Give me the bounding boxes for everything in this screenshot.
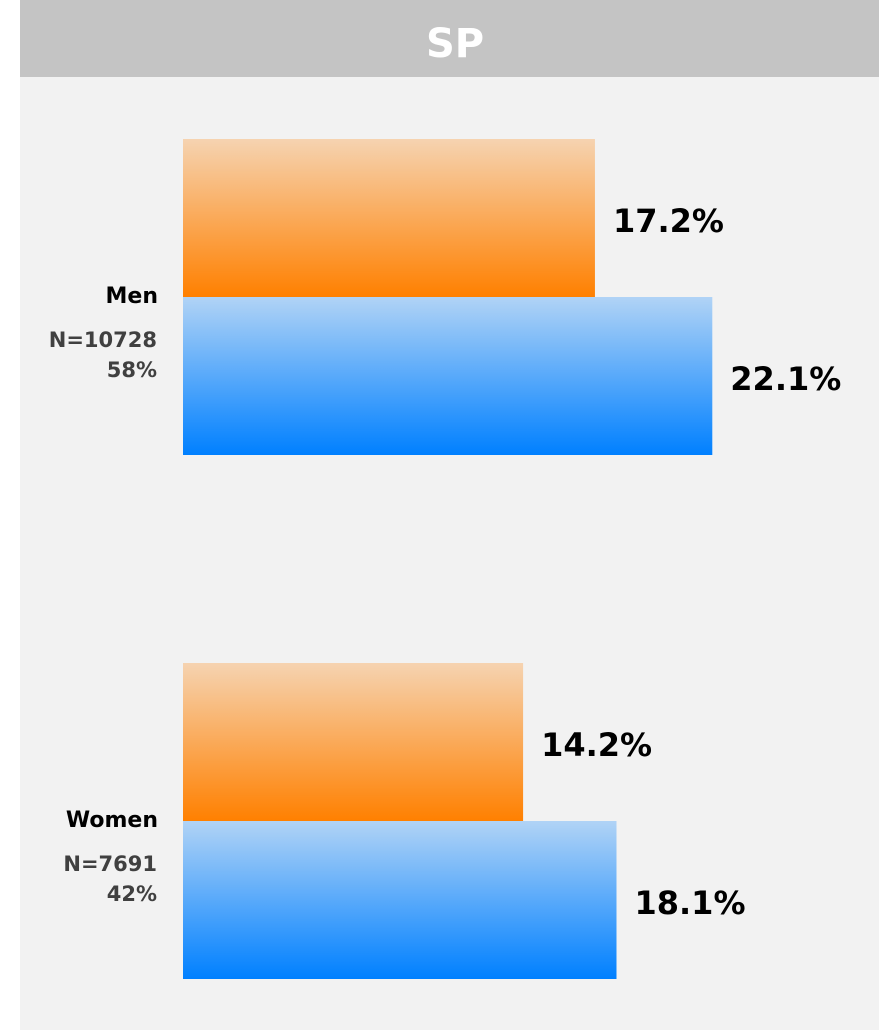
value-label: 22.1% (730, 360, 841, 398)
category-note: 58% (107, 358, 157, 382)
bar (183, 821, 617, 979)
bar (183, 297, 713, 455)
header (20, 0, 879, 77)
value-label: 14.2% (541, 726, 652, 764)
bar (183, 139, 595, 297)
bar (183, 663, 524, 821)
category-note: N=10728 (49, 328, 157, 352)
category-label: Women (66, 808, 158, 833)
category-note: N=7691 (63, 852, 157, 876)
value-label: 17.2% (613, 202, 724, 240)
chart-title: SP (426, 21, 484, 67)
category-note: 42% (107, 882, 157, 906)
category-label: Men (106, 284, 158, 309)
value-label: 18.1% (634, 884, 745, 922)
